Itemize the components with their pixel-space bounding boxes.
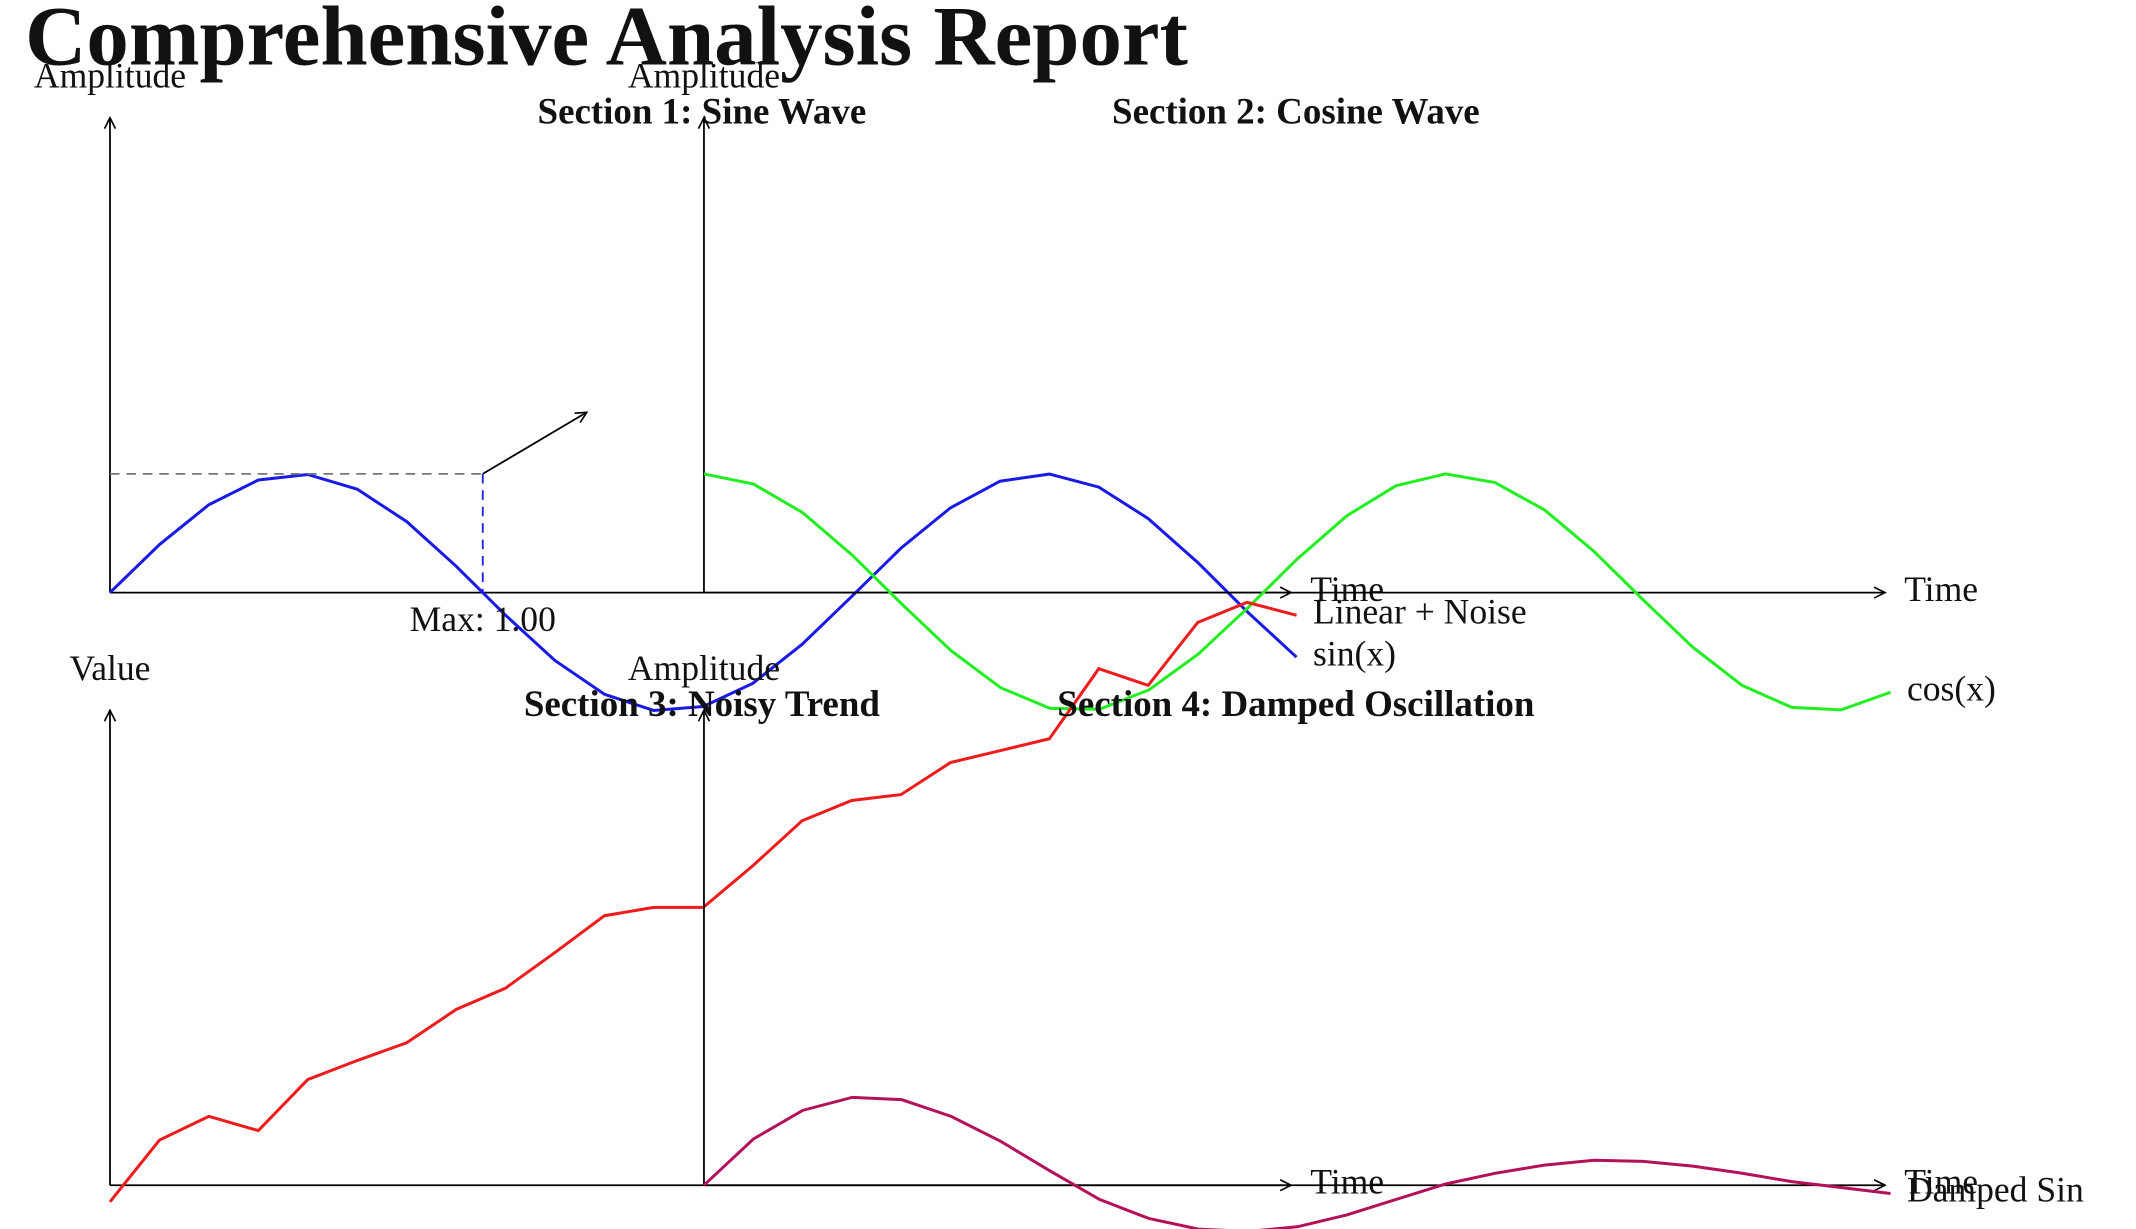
section-title: Section 4: Damped Oscillation — [1057, 683, 1534, 724]
y-axis-label: Amplitude — [34, 56, 186, 96]
y-axis-label: Amplitude — [628, 56, 780, 96]
series-label: Linear + Noise — [1313, 591, 1527, 631]
x-axis-label: Time — [1310, 1161, 1384, 1201]
series-line — [702, 1095, 1891, 1229]
series-label: sin(x) — [1313, 633, 1396, 673]
y-axis-label: Amplitude — [628, 648, 780, 688]
section-title: Section 2: Cosine Wave — [1112, 90, 1480, 131]
y-axis-label: Value — [69, 648, 150, 688]
x-axis-label: Time — [1904, 569, 1978, 609]
section-title: Section 3: Noisy Trend — [524, 683, 881, 724]
annotation: Max: 1.00 — [410, 599, 556, 639]
report-title: Comprehensive Analysis Report — [25, 0, 1188, 84]
section-title: Section 1: Sine Wave — [538, 90, 867, 131]
series-label: cos(x) — [1907, 668, 1996, 708]
x-axis-label: Time — [1904, 1161, 1978, 1201]
series-label: Damped Sin — [1907, 1170, 2084, 1210]
x-axis-label: Time — [1310, 569, 1384, 609]
annotation-arrow — [482, 412, 587, 475]
series-line — [703, 472, 1892, 712]
